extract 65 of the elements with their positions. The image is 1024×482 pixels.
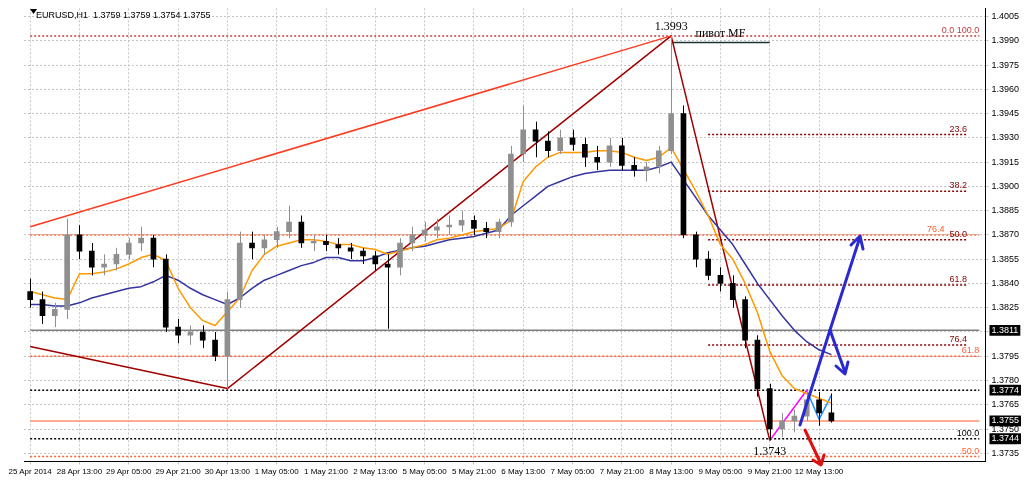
x-tick-label: 9 May 21:00 (747, 467, 793, 477)
x-tick-label: 7 May 05:00 (550, 467, 596, 477)
y-tick-label: 1.3960 (991, 83, 1019, 94)
candlestick (273, 226, 280, 249)
x-tick-label: 2 May 13:00 (353, 467, 398, 477)
x-tick-label: 7 May 21:00 (599, 467, 645, 477)
candlestick (323, 234, 329, 252)
y-tick-label: 1.3885 (991, 205, 1019, 216)
y-tick-label: 1.3930 (991, 132, 1019, 143)
y-tick-label: 1.3750 (991, 423, 1019, 434)
x-tick-label: 6 May 13:00 (501, 467, 546, 477)
series-label: 76.4 (949, 333, 967, 344)
series-label: 61.8 (949, 274, 967, 285)
y-tick-label: 1.3811 (991, 324, 1019, 335)
x-tick-label: 29 Apr 05:00 (106, 467, 153, 477)
y-tick-label: 1.3870 (991, 229, 1019, 240)
series-label: 0.0 100.0 (941, 24, 980, 35)
x-tick-label: 1 May 21:00 (303, 467, 349, 477)
series-label: 76.4 (926, 223, 945, 234)
candlestick (27, 278, 33, 309)
series-label: 50.0 (961, 445, 980, 456)
series-label: 38.2 (949, 180, 967, 191)
x-tick-label: 9 May 05:00 (698, 467, 744, 477)
y-tick-label: 1.4005 (991, 10, 1019, 21)
y-tick-label: 1.3945 (991, 108, 1019, 119)
x-tick-label: 8 May 13:00 (649, 467, 694, 477)
candlestick (557, 129, 564, 155)
candlestick (471, 214, 477, 236)
candlestick (582, 137, 588, 168)
y-tick-label: 1.3774 (991, 384, 1019, 395)
x-tick-label: 5 May 21:00 (451, 467, 497, 477)
y-tick-label: 1.3855 (991, 253, 1019, 264)
chart-title: EURUSD,H1 1.3759 1.3759 1.3754 1.3755 (36, 10, 211, 21)
y-tick-label: 1.3755 (991, 415, 1019, 426)
x-tick-label: 30 Apr 13:00 (204, 467, 251, 477)
annotation: пивот MF (695, 25, 746, 40)
x-tick-label: 29 Apr 21:00 (155, 467, 202, 477)
candlestick (434, 218, 440, 239)
x-tick-label: 25 Apr 2014 (8, 467, 53, 477)
candlestick (483, 221, 490, 239)
y-tick-label: 1.3990 (991, 35, 1019, 46)
series-label: 61.8 (961, 345, 980, 356)
series-label: 100.0 (956, 427, 980, 438)
x-tick-label: 1 May 05:00 (254, 467, 300, 477)
y-tick-label: 1.3795 (991, 350, 1019, 361)
y-tick-label: 1.3975 (991, 59, 1019, 70)
series-label: 50.0 (949, 228, 967, 239)
annotation: 1.3993 (654, 19, 688, 34)
y-tick-label: 1.3900 (991, 180, 1019, 191)
x-tick-label: 12 May 13:00 (794, 467, 844, 477)
candlestick (631, 156, 637, 178)
y-tick-label: 1.3825 (991, 302, 1019, 313)
x-tick-label: 28 Apr 13:00 (56, 467, 103, 477)
y-tick-label: 1.3840 (991, 277, 1019, 288)
annotation: 1.3743 (753, 443, 787, 458)
y-tick-label: 1.3765 (991, 399, 1019, 410)
x-tick-label: 5 May 05:00 (402, 467, 448, 477)
candlestick (335, 237, 342, 255)
y-tick-label: 1.3915 (991, 156, 1019, 167)
y-tick-label: 1.3735 (991, 447, 1019, 458)
candlestick (101, 253, 107, 276)
series-label: 23.6 (949, 123, 967, 134)
y-tick-label: 1.3744 (991, 433, 1019, 444)
candlestick (175, 318, 181, 344)
y-tick-label: 1.3780 (991, 374, 1019, 385)
